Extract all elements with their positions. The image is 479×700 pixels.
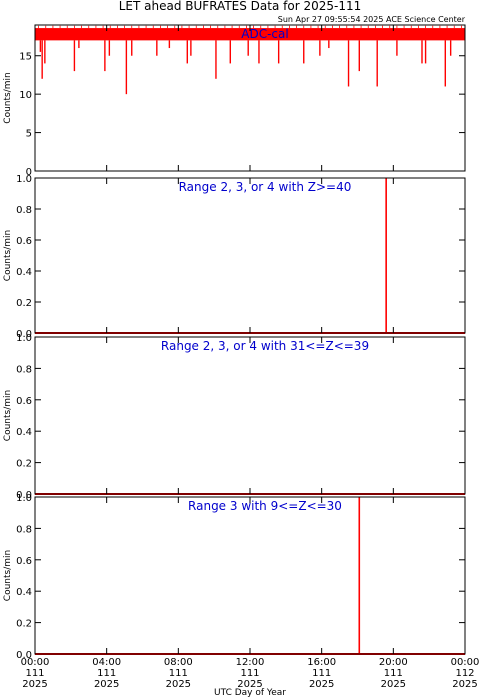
x-tick-label: 112: [455, 668, 474, 679]
panel-4-ytick-label: 0.8: [16, 524, 32, 535]
panel-2-ytick-label: 0.8: [16, 205, 32, 216]
x-tick-label: 111: [97, 668, 116, 679]
panel-3-ytick-label: 1.0: [16, 333, 32, 344]
panels-group: 0 5 10 15 ADC-cal Counts/min 0.0 0.2 0.4 0.6 0.8 1.…: [3, 24, 479, 690]
panel-3-ytick-label: 0.4: [16, 427, 32, 438]
x-tick-label: 20:00: [379, 657, 408, 668]
x-tick-label: 111: [169, 668, 188, 679]
panel-3-ytick-label: 0.6: [16, 396, 32, 407]
panel-4-ytick-label: 0.4: [16, 587, 32, 598]
panel-3-ytick-label: 0.8: [16, 364, 32, 375]
panel-1-ytick-label: 5: [26, 129, 32, 140]
panel-4-ytick-label: 0.6: [16, 556, 32, 567]
x-tick-label: 2025: [381, 679, 406, 690]
panel-1-ytick-label: 15: [19, 52, 32, 63]
panel-1-title: ADC-cal: [241, 27, 288, 41]
panel-3-frame: [34, 336, 466, 495]
panel-2-title: Range 2, 3, or 4 with Z>=40: [179, 180, 352, 194]
x-tick-label: 111: [240, 668, 259, 679]
panel-3-ytick-label: 0.2: [16, 459, 32, 470]
x-tick-label: 111: [25, 668, 44, 679]
panel-2-ytick-label: 0.0: [16, 329, 32, 340]
panel-1-ytick-label: 10: [19, 90, 32, 101]
panel-4-ytick-label: 1.0: [16, 493, 32, 504]
x-tick-label: 2025: [452, 679, 477, 690]
x-tick-label: 16:00: [307, 657, 336, 668]
x-tick-label: 2025: [22, 679, 47, 690]
x-tick-label: 111: [312, 668, 331, 679]
x-tick-label: 08:00: [164, 657, 193, 668]
x-tick-label: 2025: [237, 679, 262, 690]
x-tick-label: 00:00: [21, 657, 50, 668]
panel-2-ylabel: Counts/min: [3, 230, 13, 281]
x-tick-label: 2025: [166, 679, 191, 690]
panel-2-ytick-label: 1.0: [16, 174, 32, 185]
x-tick-label: 2025: [94, 679, 119, 690]
panel-3-ytick-label: 0.0: [16, 490, 32, 501]
panel-2-ytick-label: 0.4: [16, 267, 32, 278]
x-tick-label: 12:00: [236, 657, 265, 668]
panel-1-ylabel: Counts/min: [3, 72, 13, 123]
timestamp: Sun Apr 27 09:55:54 2025 ACE Science Cen…: [278, 15, 466, 24]
panel-2-ytick-label: 0.6: [16, 236, 32, 247]
x-axis-label: UTC Day of Year: [214, 688, 286, 698]
panel-4-frame: [34, 496, 466, 655]
panel-3-title: Range 2, 3, or 4 with 31<=Z<=39: [161, 339, 369, 353]
page-title: LET ahead BUFRATES Data for 2025-111: [119, 0, 361, 13]
panel-4-ytick-label: 0.0: [16, 650, 32, 661]
panel-3-ylabel: Counts/min: [3, 390, 13, 441]
panel-4-title: Range 3 with 9<=Z<=30: [188, 499, 342, 513]
x-tick-label: 04:00: [92, 657, 121, 668]
panel-2-ytick-label: 0.2: [16, 298, 32, 309]
x-tick-label: 2025: [309, 679, 334, 690]
panel-4-ytick-label: 0.2: [16, 619, 32, 630]
panel-1-ytick-label: 0: [26, 167, 32, 178]
panel-2-frame: [34, 177, 466, 334]
panel-1-frame: [34, 24, 466, 172]
panel-1-baseline-band: [35, 28, 465, 41]
x-tick-label: 00:00: [451, 657, 479, 668]
x-tick-label: 111: [384, 668, 403, 679]
panel-4-ylabel: Counts/min: [3, 550, 13, 601]
